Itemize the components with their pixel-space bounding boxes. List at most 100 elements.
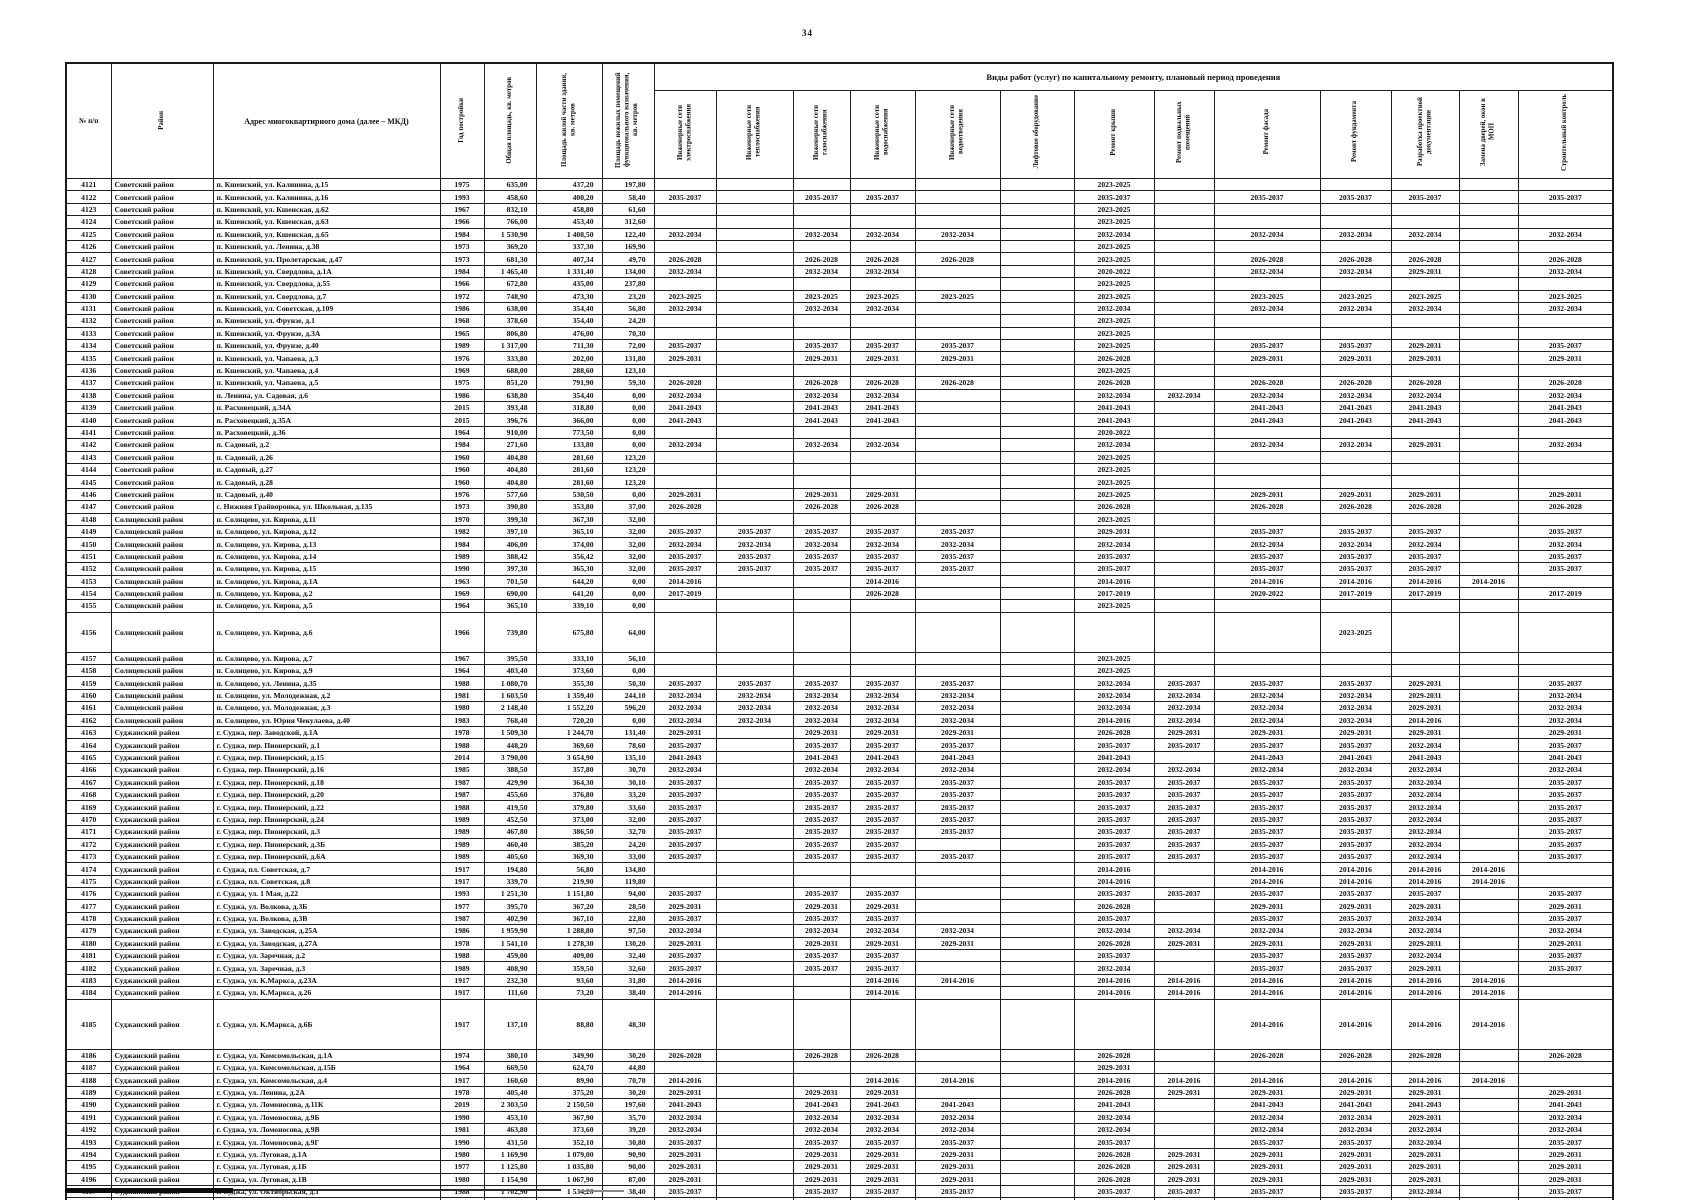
cell <box>1153 314 1215 328</box>
table-row: 4142 Советский район п. Садовый, д.2 1984 27… <box>65 438 1614 452</box>
cell: 1988 <box>439 676 485 690</box>
cell: 32,00 <box>601 812 655 827</box>
cell <box>999 1085 1075 1100</box>
cell: 2026-2028 <box>1319 1048 1392 1063</box>
cell: 2032-2034 <box>1213 713 1321 728</box>
cell <box>792 651 851 666</box>
cell: 1981 <box>439 1122 485 1137</box>
cell: п. Солнцево, ул. Кирова, д.5 <box>212 599 441 613</box>
cell: 2032-2034 <box>715 537 794 551</box>
cell <box>914 899 1001 913</box>
cell: 24,20 <box>601 837 655 851</box>
cell: 339,10 <box>535 599 603 613</box>
cell <box>914 500 1001 514</box>
cell: 2035-2037 <box>1390 524 1460 539</box>
cell: 56,80 <box>601 301 655 316</box>
cell: 97,50 <box>601 924 655 938</box>
cell: 2029-2031 <box>653 1172 717 1186</box>
cell: 2035-2037 <box>792 1184 851 1199</box>
cell: 2023-2025 <box>1073 289 1155 303</box>
cell: 2035-2037 <box>1153 775 1215 789</box>
cell <box>1458 599 1519 613</box>
cell: 2032-2034 <box>1073 438 1155 452</box>
cell <box>1458 1060 1519 1075</box>
cell <box>1458 1160 1519 1174</box>
cell <box>1319 326 1392 341</box>
cell <box>914 438 1001 452</box>
cell: 122,40 <box>601 227 655 241</box>
table-row: 4131 Советский район п. Кшенский, ул. Сове… <box>65 301 1614 316</box>
cell <box>999 750 1075 765</box>
table-row: 4151 Солнцевский район п. Солнцево, ул. Ки… <box>65 549 1614 564</box>
cell: 2029-2031 <box>1390 676 1460 690</box>
cell: 2023-2025 <box>1073 277 1155 291</box>
cell <box>849 202 916 217</box>
cell: 369,30 <box>535 849 603 864</box>
cell: 1988 <box>439 738 485 752</box>
cell: 2029-2031 <box>849 1172 916 1186</box>
cell <box>1319 239 1392 254</box>
cell: г. Суджа, ул. К.Маркса, д.23А <box>212 973 441 988</box>
cell <box>1517 998 1614 1050</box>
cell <box>792 973 851 988</box>
cell: 2035-2037 <box>849 524 916 539</box>
cell: 4126 <box>65 239 112 254</box>
cell: 2035-2037 <box>1517 825 1614 839</box>
cell: 2014-2016 <box>1213 986 1321 1000</box>
cell <box>914 425 1001 440</box>
cell: 4123 <box>65 202 112 217</box>
cell <box>792 599 851 613</box>
cell <box>1390 512 1460 526</box>
table-row: 4141 Советский район п. Расховецкий, д.36 1… <box>65 425 1614 440</box>
cell: 2035-2037 <box>792 775 851 789</box>
cell: п. Солнцево, ул. Молодежная, д.2 <box>212 688 441 703</box>
cell: Суджанский район <box>110 1135 214 1149</box>
cell: 2029-2031 <box>1517 1160 1614 1174</box>
cell: 1 541,10 <box>483 936 537 951</box>
cell <box>715 949 794 963</box>
cell <box>1153 664 1215 678</box>
cell: 2035-2037 <box>715 524 794 539</box>
cell <box>653 326 717 341</box>
cell: 2035-2037 <box>792 949 851 963</box>
cell <box>999 911 1075 926</box>
cell <box>1153 961 1215 975</box>
cell: 2032-2034 <box>1213 701 1321 715</box>
cell: 4127 <box>65 252 112 266</box>
cell: 2032-2034 <box>1517 1110 1614 1124</box>
cell: п. Садовый, д.2 <box>212 438 441 452</box>
cell <box>1213 611 1321 653</box>
cell <box>914 462 1001 477</box>
cell: 2032-2034 <box>1517 438 1614 452</box>
cell: 2041-2043 <box>914 750 1001 765</box>
cell: п. Кшенский, ул. Пролетарская, д.47 <box>212 252 441 266</box>
cell: 2029-2031 <box>653 487 717 502</box>
cell: 405,40 <box>483 1085 537 1100</box>
cell <box>1458 936 1519 951</box>
cell <box>1458 1110 1519 1124</box>
cell: 2032-2034 <box>792 701 851 715</box>
cell: 768,40 <box>483 713 537 728</box>
cell: 2035-2037 <box>792 800 851 814</box>
cell: п. Кшенский, ул. Фрунзе, д.1 <box>212 314 441 328</box>
cell: Суджанский район <box>110 899 214 913</box>
cell: 134,00 <box>601 264 655 279</box>
cell: 2032-2034 <box>1517 301 1614 316</box>
cell <box>1153 500 1215 514</box>
cell: 1973 <box>439 252 485 266</box>
cell <box>792 177 851 192</box>
cell: 2029-2031 <box>914 351 1001 365</box>
cell: Суджанский район <box>110 763 214 777</box>
cell: 4194 <box>65 1147 112 1162</box>
cell <box>715 911 794 926</box>
cell <box>715 1110 794 1124</box>
cell <box>1390 326 1460 341</box>
cell: 2 148,40 <box>483 701 537 715</box>
cell: 56,80 <box>535 862 603 876</box>
cell: 419,50 <box>483 800 537 814</box>
cell: 2026-2028 <box>1517 252 1614 266</box>
cell: 2032-2034 <box>849 537 916 551</box>
cell: 2035-2037 <box>1319 787 1392 802</box>
cell: 2032-2034 <box>1213 388 1321 403</box>
table-row: 4183 Суджанский район г. Суджа, ул. К.Марк… <box>65 973 1614 988</box>
